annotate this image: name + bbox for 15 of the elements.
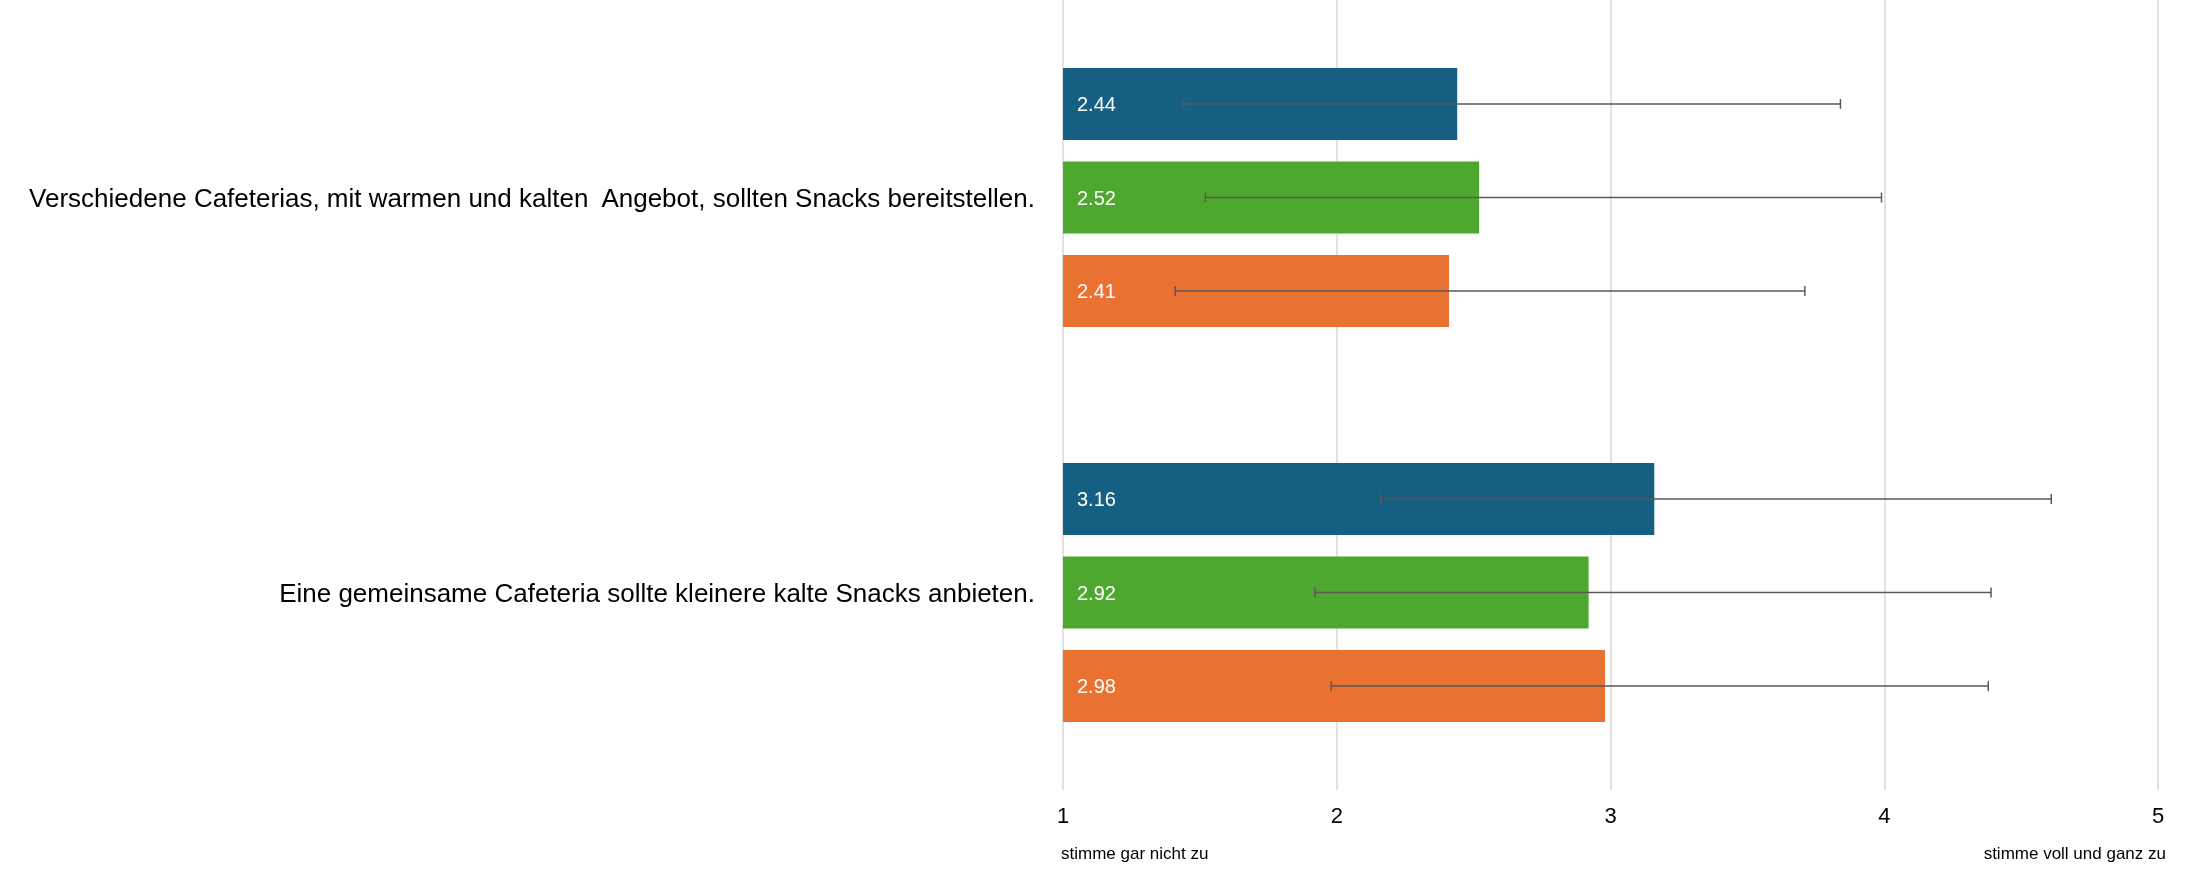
data-label: 2.52 [1077,186,1116,209]
y-tick-label: Verschiedene Cafeterias, mit warmen und kalten Angebot, sollten Snacks bereitstellen. [29,182,1035,213]
x-tick-label: 2 [1330,802,1343,828]
text: stimme gar nicht zu [1061,844,1209,863]
data-label: 2.98 [1077,675,1116,698]
x-tick-label: 5 [2151,802,2165,828]
x-tick-label: 4 [1878,802,1891,828]
data-label: 2.41 [1077,280,1116,303]
x-tick-label: 3 [1604,802,1617,828]
x-tick-label: 1 [1056,802,1070,828]
data-label: 2.44 [1077,92,1116,115]
y-tick-label: Eine gemeinsame Cafeteria sollte kleinere kalte Snacks anbieten. [279,577,1035,608]
data-label: 2.92 [1077,581,1116,604]
data-label: 3.16 [1077,487,1116,510]
text: stimme voll und ganz zu [1983,844,2167,863]
